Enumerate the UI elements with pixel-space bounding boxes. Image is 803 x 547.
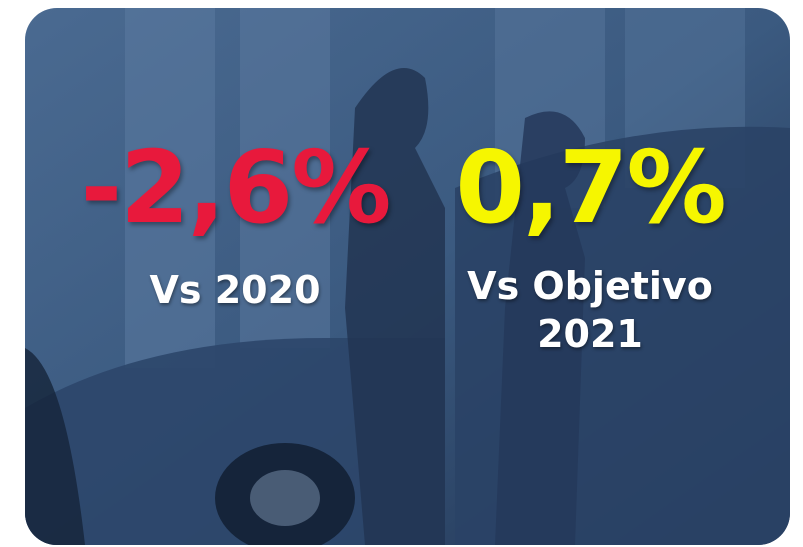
metric: -2,6% Vs 2020 bbox=[45, 138, 425, 314]
metric-value: -2,6% bbox=[80, 129, 392, 246]
metric: 0,7% Vs Objetivo 2021 bbox=[415, 138, 765, 358]
metric-label: Vs Objetivo 2021 bbox=[467, 264, 713, 356]
metric-value: 0,7% bbox=[455, 129, 726, 246]
background-photo bbox=[25, 8, 790, 545]
kpi-card: -2,6% Vs 2020 0,7% Vs Objetivo 2021 bbox=[25, 8, 790, 545]
metric-label: Vs 2020 bbox=[149, 268, 321, 312]
